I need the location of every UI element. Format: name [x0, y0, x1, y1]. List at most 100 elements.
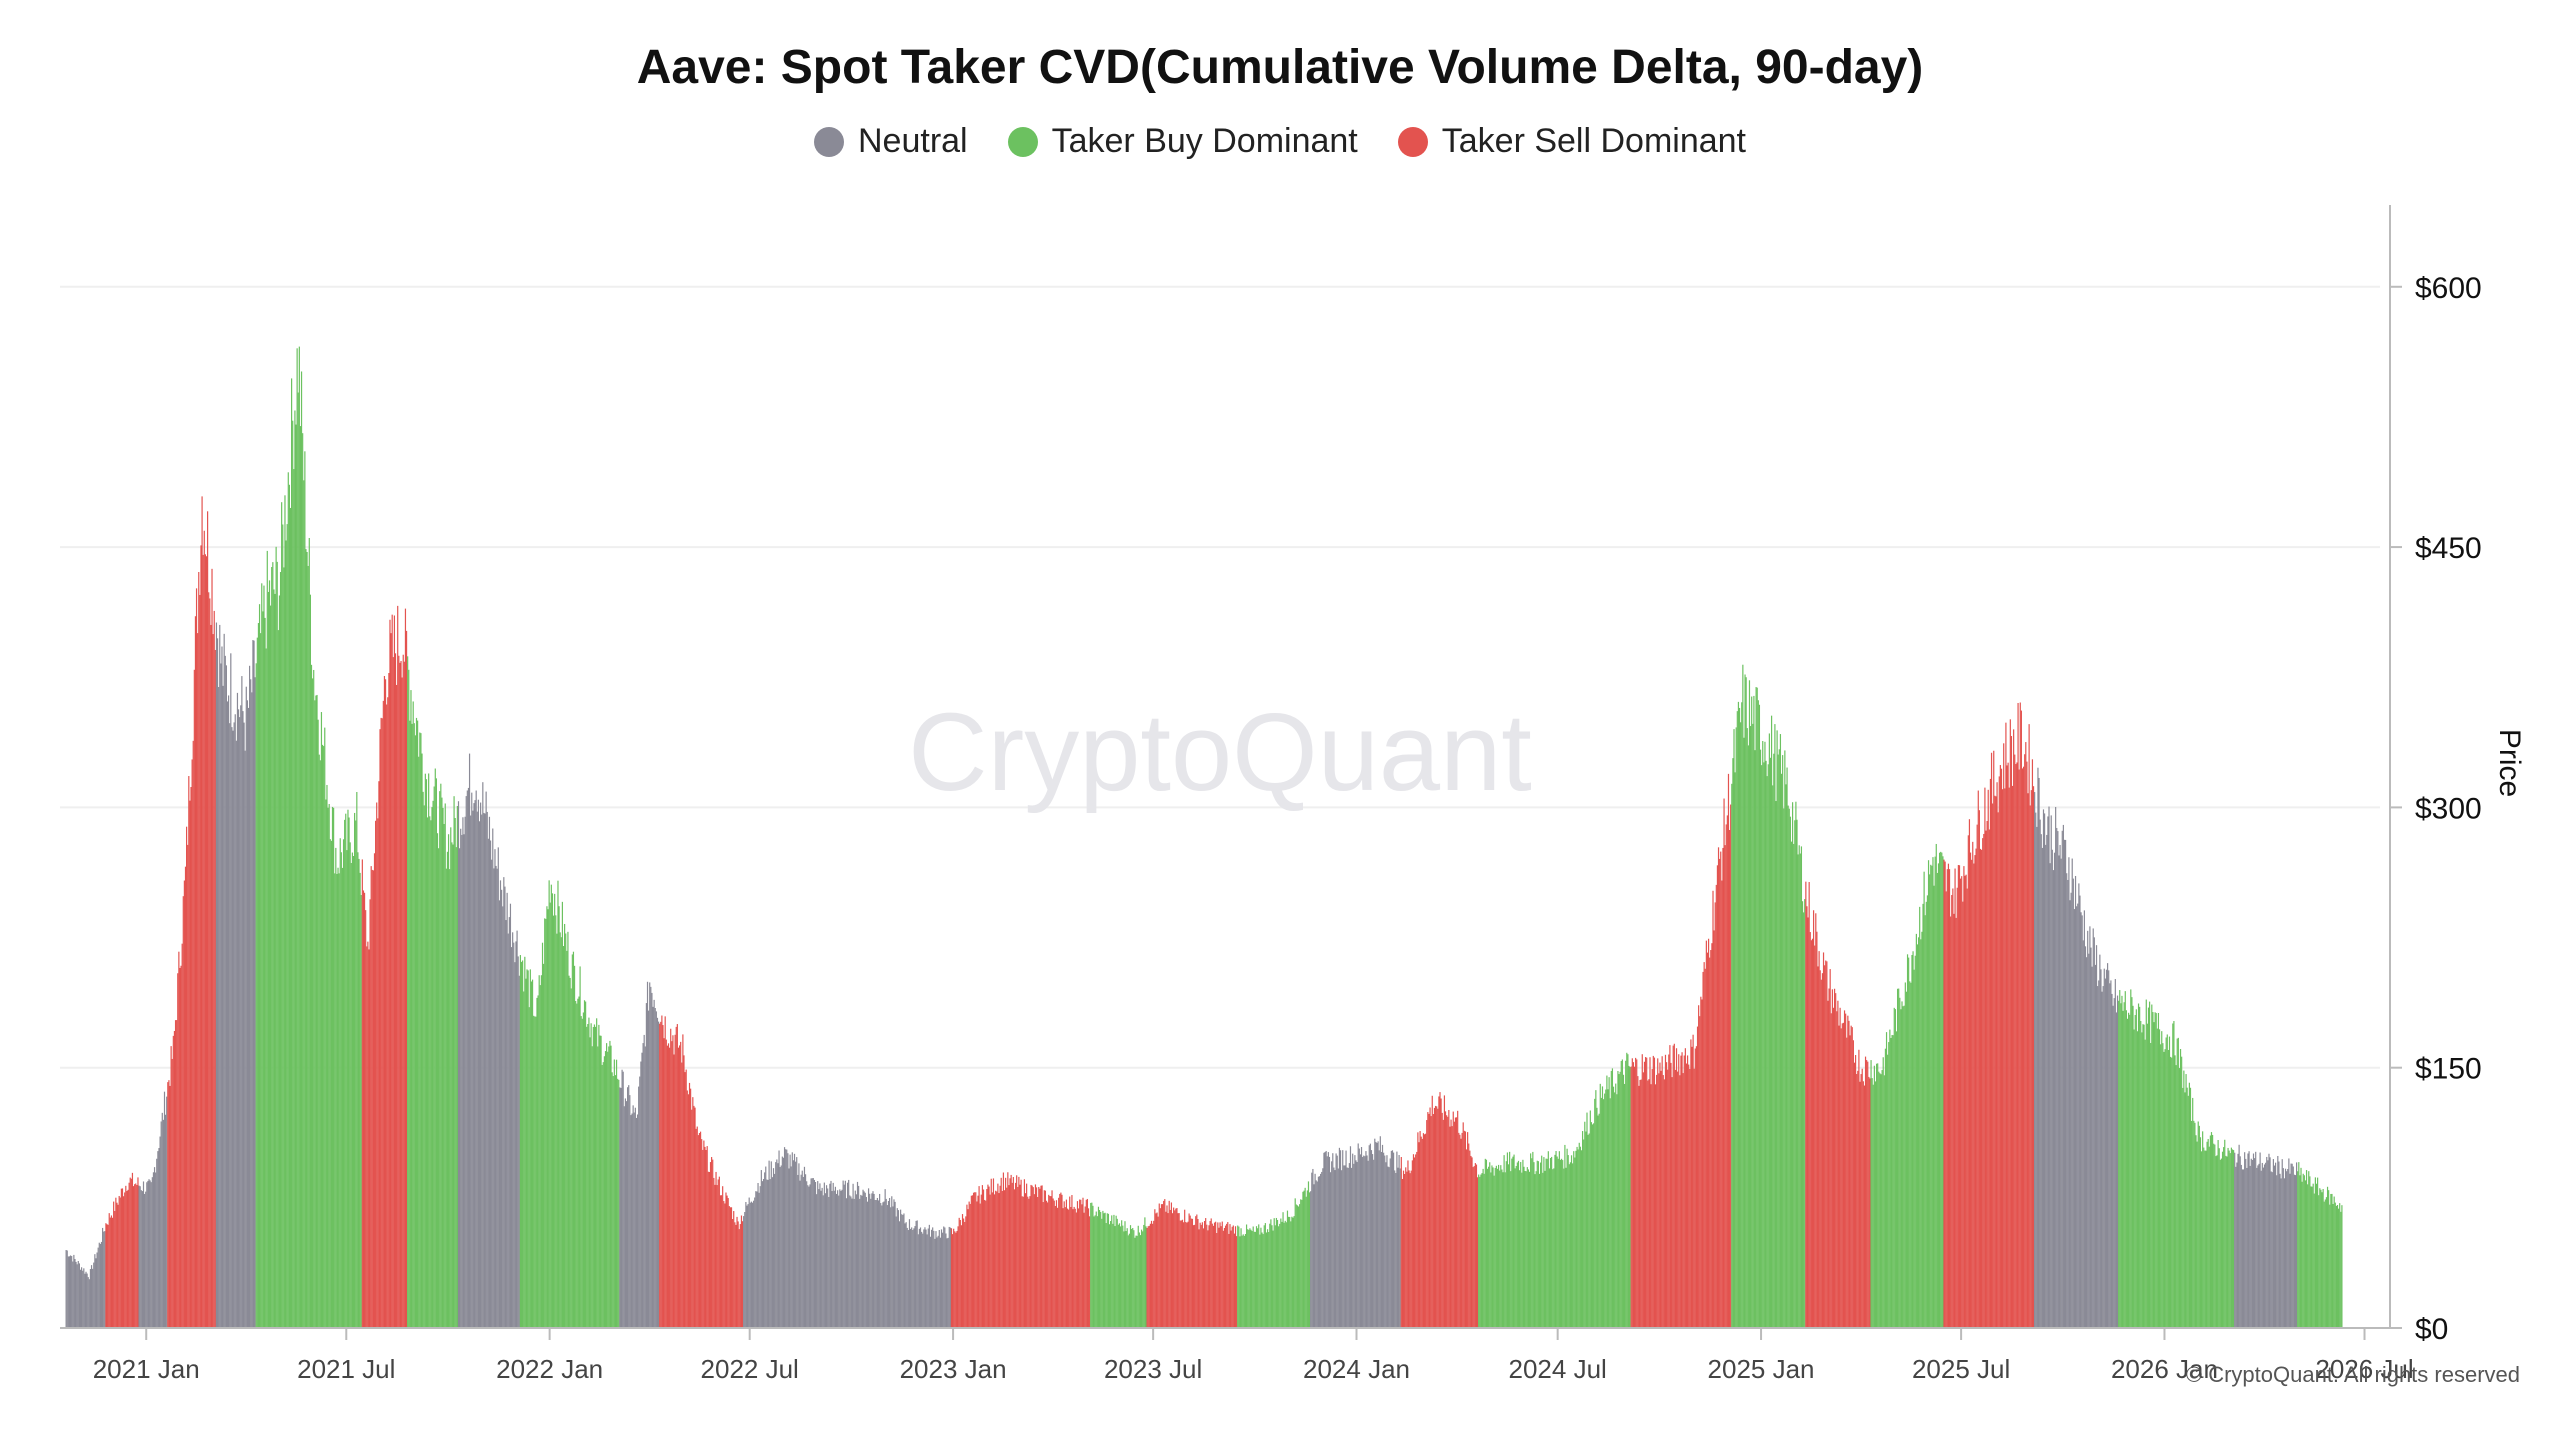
bar-1866 — [2127, 1012, 2130, 1328]
bar-35 — [104, 1231, 106, 1328]
bar-159 — [241, 676, 243, 1328]
bar-32 — [100, 1241, 103, 1328]
bar-1006 — [1177, 1213, 1179, 1328]
bar-1264 — [1462, 1122, 1464, 1328]
bar-1834 — [2092, 928, 2094, 1328]
bar-864 — [1020, 1179, 1022, 1328]
bar-1659 — [1899, 997, 1901, 1328]
bar-1348 — [1555, 1151, 1557, 1328]
bar-1679 — [1921, 931, 1923, 1328]
bar-1867 — [2129, 1014, 2131, 1328]
bar-457 — [570, 988, 572, 1328]
bar-1163 — [1350, 1167, 1353, 1328]
bar-1482 — [1703, 962, 1705, 1328]
bar-1178 — [1367, 1160, 1369, 1328]
bar-973 — [1140, 1229, 1143, 1328]
bar-1967 — [2239, 1156, 2241, 1328]
bar-1301 — [1503, 1155, 1505, 1328]
bar-729 — [871, 1193, 873, 1328]
bar-658 — [792, 1160, 795, 1328]
bar-1671 — [1912, 951, 1914, 1328]
bar-214 — [302, 433, 304, 1328]
bar-377 — [482, 782, 484, 1328]
legend-item-taker-sell[interactable]: Taker Sell Dominant — [1397, 122, 1746, 161]
bar-857 — [1012, 1177, 1014, 1328]
bar-113 — [190, 787, 192, 1328]
bar-1151 — [1337, 1168, 1339, 1328]
bar-2036 — [2315, 1183, 2318, 1328]
bar-1930 — [2198, 1125, 2200, 1328]
bar-572 — [697, 1135, 699, 1328]
bar-1451 — [1669, 1045, 1671, 1328]
bar-711 — [851, 1198, 853, 1328]
bar-574 — [699, 1131, 702, 1328]
bar-541 — [663, 1038, 665, 1328]
bar-1016 — [1188, 1213, 1190, 1328]
bar-2021 — [2299, 1175, 2301, 1328]
bar-2059 — [2341, 1205, 2343, 1328]
bar-777 — [924, 1227, 926, 1328]
bar-2055 — [2336, 1205, 2339, 1328]
bar-439 — [550, 884, 552, 1328]
bar-998 — [1168, 1200, 1170, 1328]
bar-1415 — [1629, 1067, 1631, 1328]
bar-309 — [407, 656, 409, 1328]
bar-613 — [743, 1216, 745, 1328]
legend-item-neutral[interactable]: Neutral — [814, 122, 968, 161]
bar-54 — [125, 1185, 127, 1328]
bar-1585 — [1817, 966, 1819, 1328]
bar-1800 — [2055, 806, 2057, 1328]
bar-1593 — [1826, 961, 1828, 1328]
bar-565 — [690, 1088, 692, 1328]
bar-45 — [115, 1197, 117, 1328]
bar-714 — [854, 1190, 856, 1328]
bar-370 — [474, 800, 476, 1328]
bar-1083 — [1262, 1234, 1264, 1328]
bar-706 — [845, 1198, 848, 1328]
bar-268 — [361, 859, 363, 1328]
bar-291 — [387, 697, 389, 1328]
bar-851 — [1006, 1187, 1008, 1328]
bar-298 — [394, 653, 397, 1328]
bar-1176 — [1365, 1151, 1367, 1328]
bar-1230 — [1425, 1133, 1427, 1328]
bar-1972 — [2245, 1158, 2247, 1328]
bar-2037 — [2317, 1177, 2319, 1328]
bar-104 — [180, 965, 182, 1328]
bar-1102 — [1283, 1222, 1285, 1328]
bar-786 — [934, 1238, 936, 1328]
bar-1087 — [1266, 1229, 1269, 1328]
bar-1214 — [1407, 1160, 1409, 1328]
bar-274 — [368, 949, 370, 1328]
bar-1840 — [2099, 954, 2101, 1328]
bar-420 — [529, 969, 531, 1328]
bar-1700 — [1944, 861, 1946, 1328]
bar-1210 — [1402, 1170, 1405, 1328]
bar-2003 — [2279, 1173, 2281, 1328]
bar-1231 — [1426, 1120, 1428, 1328]
legend-item-taker-buy[interactable]: Taker Buy Dominant — [1007, 122, 1358, 161]
bar-571 — [696, 1126, 698, 1328]
bar-958 — [1124, 1221, 1126, 1328]
bar-934 — [1097, 1206, 1100, 1328]
bar-1416 — [1630, 1066, 1632, 1328]
bar-1670 — [1911, 955, 1913, 1328]
bar-153 — [234, 714, 236, 1328]
bar-1332 — [1537, 1161, 1539, 1328]
bar-1353 — [1560, 1158, 1563, 1328]
bar-712 — [852, 1183, 854, 1328]
bar-576 — [702, 1149, 704, 1328]
bar-1229 — [1423, 1134, 1426, 1328]
bar-1477 — [1698, 1005, 1700, 1328]
bar-644 — [777, 1163, 779, 1328]
bar-609 — [738, 1229, 740, 1328]
bar-1996 — [2271, 1172, 2273, 1328]
bar-528 — [649, 982, 651, 1328]
bar-709 — [849, 1195, 851, 1328]
bar-484 — [600, 1035, 602, 1328]
bar-542 — [664, 1016, 666, 1328]
bar-1667 — [1908, 957, 1910, 1328]
bar-646 — [779, 1167, 781, 1328]
bar-1933 — [2202, 1131, 2204, 1328]
bar-1362 — [1570, 1155, 1573, 1328]
